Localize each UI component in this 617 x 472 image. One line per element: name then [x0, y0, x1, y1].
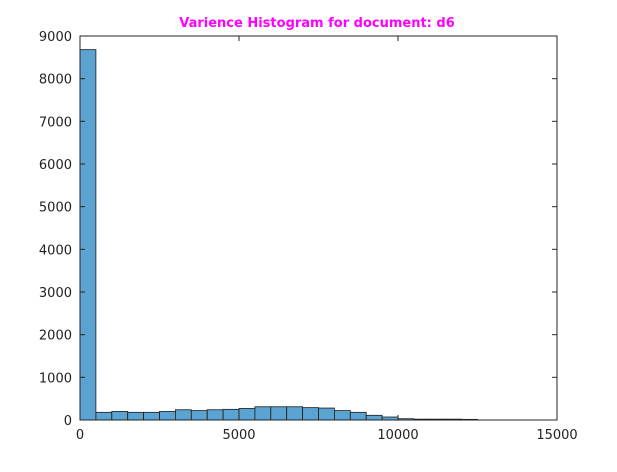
y-tick-label: 6000 — [39, 158, 72, 173]
histogram-bar — [206, 409, 224, 421]
histogram-bar — [349, 411, 367, 421]
y-tick-label: 7000 — [39, 115, 72, 130]
y-tick-label: 9000 — [39, 30, 72, 45]
histogram-bar — [190, 410, 208, 421]
histogram-bar — [286, 406, 304, 421]
histogram-bar — [238, 408, 256, 421]
y-axis-ticks: 0 1000 2000 3000 4000 5000 6000 7000 8000 9000 — [39, 30, 557, 429]
histogram-bar — [127, 411, 144, 421]
y-tick-label: 3000 — [39, 286, 72, 301]
y-tick-label: 8000 — [39, 73, 72, 88]
histogram-bar — [79, 49, 97, 421]
y-tick-label: 1000 — [39, 371, 72, 386]
histogram-bar — [174, 409, 192, 421]
y-tick-label: 4000 — [39, 243, 72, 258]
histogram-bar — [365, 414, 383, 421]
x-axis-ticks: 0 5000 10000 15000 — [76, 36, 578, 443]
axes-frame — [79, 35, 558, 421]
histogram-bar — [302, 407, 319, 421]
bars-group — [79, 49, 478, 421]
histogram-bar — [222, 408, 240, 421]
histogram-bar — [333, 410, 351, 421]
y-tick-label: 5000 — [39, 201, 72, 216]
histogram-bar — [270, 406, 288, 421]
histogram-bar — [159, 411, 176, 421]
chart-title: Varience Histogram for document: d6 — [179, 16, 455, 31]
x-tick-label: 5000 — [222, 428, 255, 443]
y-tick-label: 0 — [64, 414, 72, 429]
x-tick-label: 10000 — [377, 428, 418, 443]
y-tick-label: 2000 — [39, 329, 72, 344]
histogram-bar — [143, 411, 160, 421]
x-tick-label: 15000 — [536, 428, 577, 443]
histogram-bar — [95, 411, 113, 421]
x-tick-label: 0 — [76, 428, 84, 443]
histogram-bar — [318, 407, 335, 421]
histogram-bar — [254, 406, 272, 421]
histogram-bar — [111, 411, 129, 421]
